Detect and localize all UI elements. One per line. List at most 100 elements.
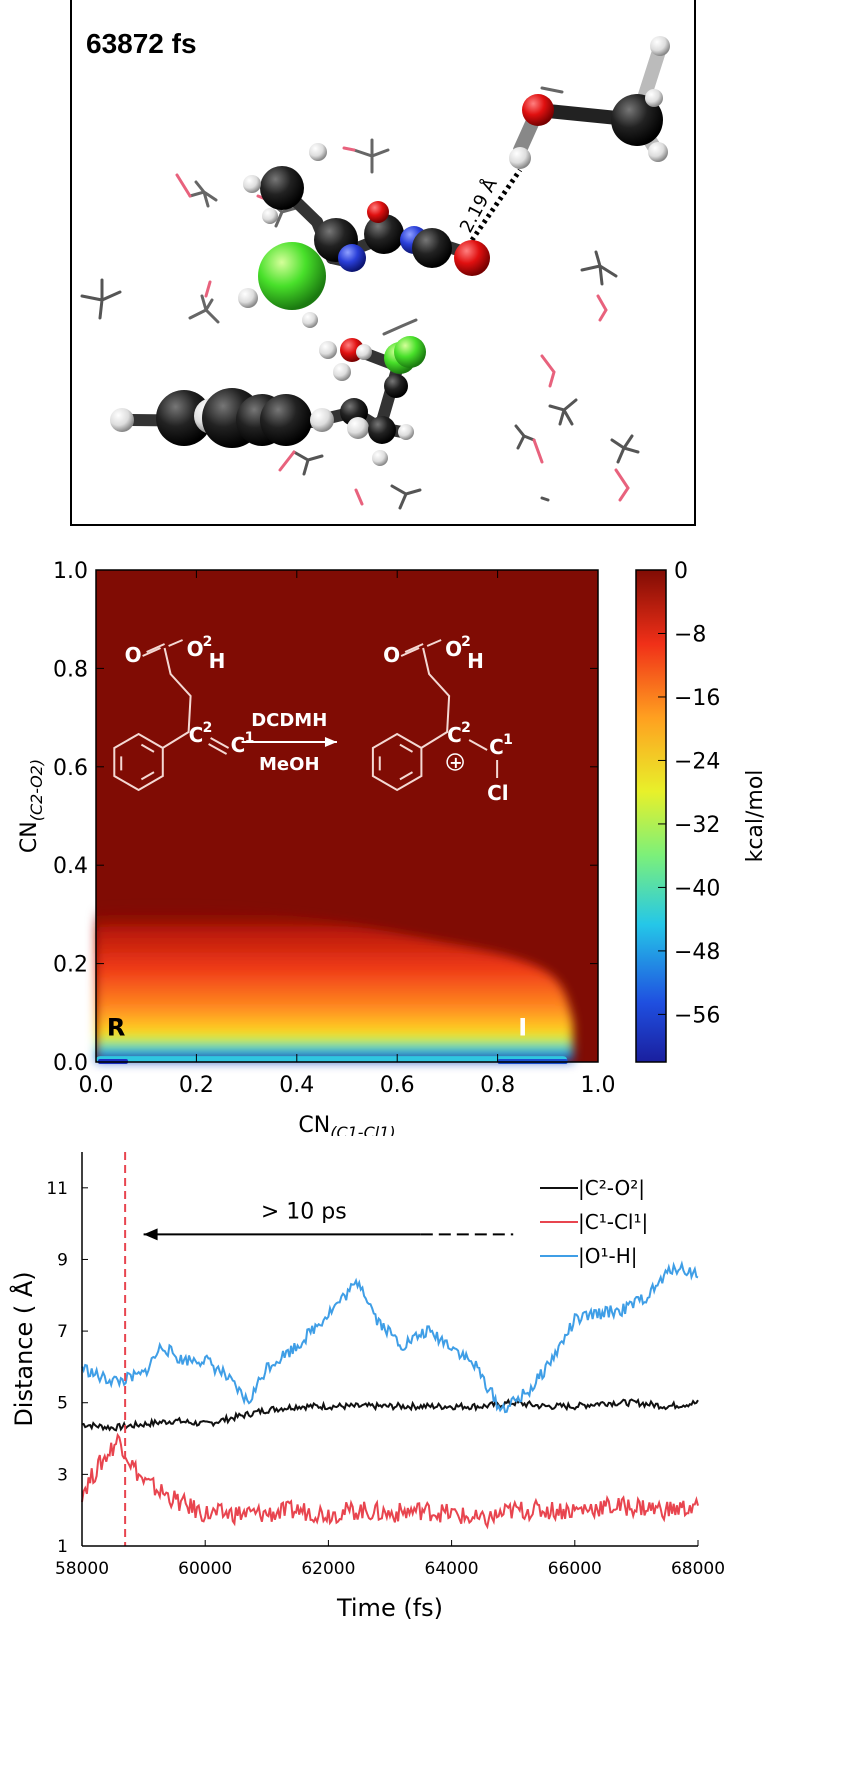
carbonyl-bond [142, 643, 165, 657]
oxygen-index: 2 [203, 634, 213, 650]
x-axis-label: CN(C1-Cl1) [298, 1113, 395, 1136]
reaction-arrow-head [324, 737, 337, 747]
molecular-snapshot-panel: 63872 fs [70, 0, 696, 526]
colorbar-tick-label: −48 [674, 940, 720, 965]
y-axis-label: Distance ( Å) [9, 1271, 38, 1426]
heatmap-frame [95, 569, 599, 1063]
ring-double-bond [140, 771, 155, 781]
x-tick-label: 64000 [425, 1559, 479, 1579]
colorbar-tick-label: −24 [674, 749, 720, 774]
annotation-label: > 10 ps [261, 1199, 347, 1224]
x-axis-subscript: (C1-Cl1) [330, 1123, 395, 1136]
c-c-bond [468, 739, 488, 751]
colorbar-tick-label: 0 [674, 559, 688, 584]
state-label-R: R [107, 1014, 125, 1042]
annotation-arrow-head [143, 1228, 158, 1241]
oxygen-label: O [125, 643, 142, 667]
y-tick-label: 0.0 [53, 1051, 88, 1076]
carbon-label: C [489, 735, 504, 759]
hydrogen-bond-distance: 2.19 Å [455, 174, 502, 236]
ester-bond [426, 639, 442, 647]
colorbar-tick-label: −40 [674, 876, 720, 901]
timeseries-plot-area: > 10 ps [81, 1152, 699, 1546]
x-tick-label: 0.4 [279, 1073, 314, 1098]
ester-bond [168, 639, 183, 647]
free-energy-basin [96, 906, 573, 1062]
oxygen-label: O [187, 637, 204, 661]
alkene-bond [208, 737, 230, 755]
y-axis-label: CN(C2-O2) [17, 759, 46, 853]
colorbar-label: kcal/mol [743, 770, 768, 863]
legend-label-2: |C¹-Cl¹| [578, 1210, 648, 1234]
timeseries-axes: 58000 60000 62000 64000 66000 68000 1 3 5 7 9 11 Tim… [9, 1152, 725, 1622]
y-tick-label: 7 [57, 1322, 68, 1342]
colorbar-tick-label: −16 [674, 686, 720, 711]
carbon-label: C [189, 723, 204, 747]
x-tick-label: 1.0 [581, 1073, 616, 1098]
x-tick-label: 0.6 [380, 1073, 415, 1098]
state-label-I: I [518, 1014, 527, 1042]
cation-label: + [449, 753, 462, 772]
chain-bonds [162, 647, 192, 749]
basin-floor [96, 1056, 567, 1062]
colorbar-gradient [635, 569, 667, 1063]
colorbar-tick-label: −8 [674, 622, 706, 647]
x-tick-label: 68000 [671, 1559, 725, 1579]
series-line-3 [81, 1260, 699, 1414]
x-tick-label: 62000 [301, 1559, 355, 1579]
y-tick-label: 1 [57, 1537, 68, 1557]
snapshot-timestamp: 63872 fs [86, 28, 197, 59]
series-line-1 [81, 1397, 699, 1432]
y-tick-label: 1.0 [53, 559, 88, 584]
carbon-index: 1 [245, 730, 255, 746]
colorbar-tick-label: −56 [674, 1003, 720, 1028]
y-tick-label: 5 [57, 1394, 68, 1414]
cation-circle [446, 753, 464, 771]
molecule-render: 2.19 Å [80, 36, 670, 510]
carbon-label: C [447, 723, 462, 747]
y-tick-label: 0.4 [53, 854, 88, 879]
x-tick-label: 60000 [178, 1559, 232, 1579]
legend-label-3: |O¹-H| [578, 1244, 638, 1268]
solvent-molecules [80, 86, 640, 510]
ring-double-bond [399, 771, 414, 781]
carbonyl-bond [400, 643, 424, 657]
x-tick-label: 58000 [55, 1559, 109, 1579]
solvent-label: MeOH [259, 754, 320, 775]
y-tick-label: 0.6 [53, 756, 88, 781]
ring-double-bond [399, 743, 414, 753]
colorbar-tick-label: −32 [674, 813, 720, 838]
chlorine-label: Cl [487, 781, 509, 805]
carbon-index: 2 [203, 720, 213, 736]
oxygen-label: O [383, 643, 400, 667]
oxygen-index: 2 [461, 634, 471, 650]
reagent-label: DCDMH [251, 710, 327, 731]
heatmap-colorbar: 0 −8 −16 −24 −32 −40 −48 −56 kcal/mol [635, 559, 768, 1063]
y-tick-label: 0.2 [53, 953, 88, 978]
hydrogen-label: H [467, 649, 484, 673]
x-tick-label: 0.0 [79, 1073, 114, 1098]
hydrogen-label: H [209, 649, 226, 673]
x-tick-label: 0.2 [179, 1073, 214, 1098]
oxygen-label: O [445, 637, 462, 661]
ring-double-bond [140, 743, 155, 753]
chain-bonds [420, 647, 451, 749]
series-line-2 [81, 1432, 699, 1530]
y-tick-label: 3 [57, 1465, 68, 1485]
y-tick-label: 9 [57, 1250, 68, 1270]
x-tick-label: 0.8 [480, 1073, 515, 1098]
timeseries-legend: |C²-O²| |C¹-Cl¹| |O¹-H| [540, 1176, 648, 1268]
carbon-index: 1 [503, 732, 513, 748]
legend-label-1: |C²-O²| [578, 1176, 645, 1200]
x-tick-label: 66000 [548, 1559, 602, 1579]
x-axis-label: Time (fs) [336, 1594, 443, 1622]
y-tick-label: 0.8 [53, 657, 88, 682]
carbon-label: C [231, 733, 246, 757]
y-axis-subscript: (C2-O2) [27, 759, 46, 821]
carbon-index: 2 [461, 720, 471, 736]
hydrogen-bond-line [469, 168, 523, 242]
distance-time-series: > 10 ps 58000 60000 62000 64000 66000 68000 1 3… [9, 1152, 725, 1622]
